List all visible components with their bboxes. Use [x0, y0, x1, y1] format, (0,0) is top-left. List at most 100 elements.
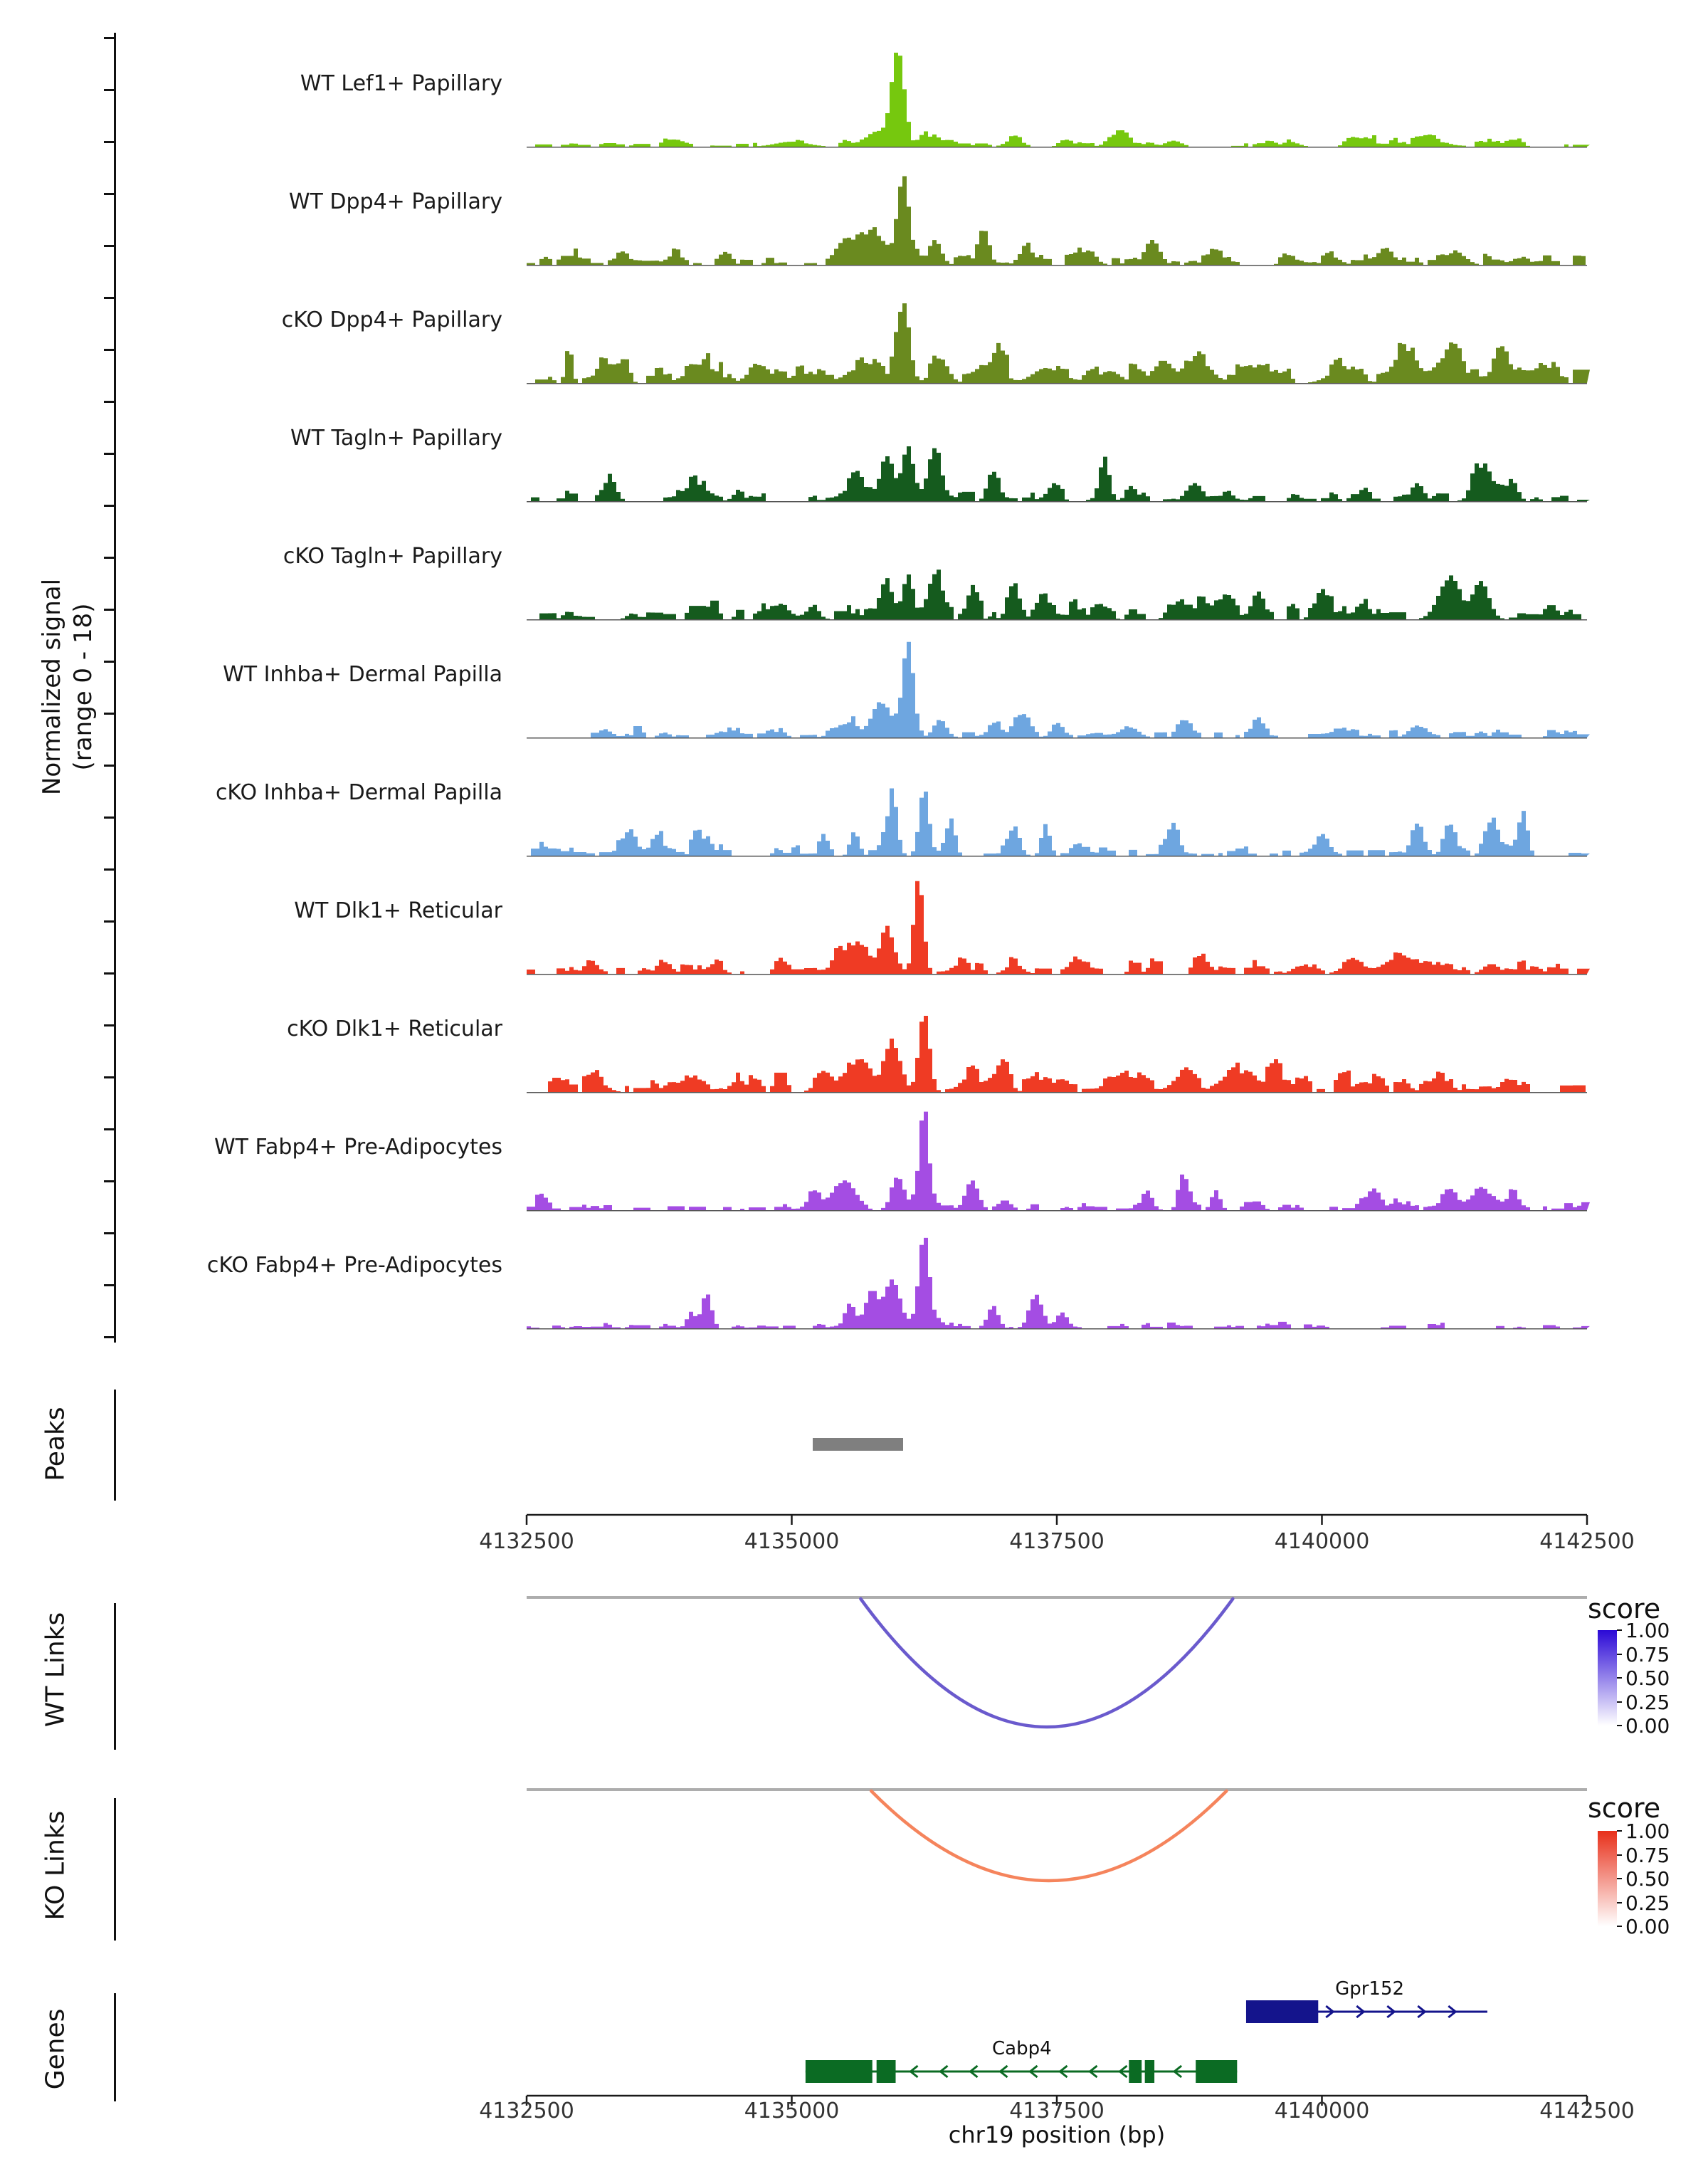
y-axis-tick — [104, 245, 114, 247]
y-axis-tick — [104, 713, 114, 715]
gene-models-plot: Gpr152 Cabp4 — [805, 1978, 1487, 2083]
strand-arrow-icon — [939, 2064, 949, 2079]
coverage-track — [527, 53, 1590, 148]
coverage-signal-area — [527, 446, 1590, 501]
legend-tick-label: 1.00 — [1625, 1819, 1670, 1843]
strand-arrow-icon — [1058, 2064, 1068, 2079]
y-axis-title-line2: (range 0 - 18) — [69, 603, 97, 771]
y-axis-tick — [104, 1128, 114, 1130]
coverage-track — [527, 446, 1590, 503]
axis-tick-label: 4135000 — [744, 1529, 840, 1554]
coverage-signal-area — [527, 881, 1590, 974]
ko-link-arc — [870, 1789, 1228, 1883]
coverage-track — [527, 1015, 1590, 1093]
y-axis-tick — [104, 193, 114, 195]
y-axis-tick — [104, 868, 114, 871]
gene-exon — [1196, 2060, 1238, 2083]
y-axis-tick — [104, 1232, 114, 1234]
axis-tick-label: 4140000 — [1274, 2099, 1370, 2123]
strand-arrow-icon — [1325, 2005, 1335, 2019]
y-axis-title: Normalized signal (range 0 - 18) — [36, 438, 99, 936]
gene-exon — [876, 2060, 896, 2083]
wt-score-legend-title: score — [1588, 1593, 1661, 1624]
strand-arrow-icon — [1386, 2005, 1396, 2019]
y-axis-tick — [104, 816, 114, 819]
y-axis-tick — [104, 297, 114, 299]
strand-arrow-icon — [1172, 2064, 1183, 2079]
y-axis-tick — [104, 1076, 114, 1078]
track-label: cKO Tagln+ Papillary — [283, 544, 502, 569]
coverage-signal-area — [527, 1015, 1590, 1092]
ko-score-colorbar — [1598, 1831, 1617, 1926]
coverage-signal-area — [527, 53, 1590, 147]
axis-tick-label: 4137500 — [1009, 2099, 1105, 2123]
track-label: WT Dlk1+ Reticular — [294, 898, 502, 923]
y-axis-tick — [104, 609, 114, 611]
axis-tick-label: 4142500 — [1539, 2099, 1635, 2123]
wt-links-axis-line — [114, 1603, 116, 1750]
axis-tick-label: 4140000 — [1274, 1529, 1370, 1554]
track-label: WT Inhba+ Dermal Papilla — [223, 662, 502, 687]
coverage-track — [527, 1111, 1590, 1212]
axis-tick-label: 4132500 — [479, 2099, 574, 2123]
legend-tick-label: 0.25 — [1625, 1690, 1670, 1714]
legend-tick-label: 0.50 — [1625, 1867, 1670, 1891]
strand-arrow-icon — [998, 2064, 1008, 2079]
coverage-signal-area — [527, 788, 1590, 856]
strand-arrow-icon — [1028, 2064, 1038, 2079]
coverage-signal-area — [527, 1111, 1590, 1210]
y-axis-tick — [104, 920, 114, 923]
coverage-track — [527, 303, 1590, 384]
coverage-signal-area — [527, 641, 1590, 737]
y-axis-tick — [104, 89, 114, 91]
axis-tick-label: 4137500 — [1009, 1529, 1105, 1554]
legend-tick — [1617, 1854, 1622, 1856]
legend-tick-label: 0.75 — [1625, 1642, 1670, 1666]
y-axis-tick — [104, 349, 114, 351]
gene-exon — [1245, 2000, 1319, 2023]
legend-tick — [1617, 1629, 1622, 1631]
legend-tick — [1617, 1677, 1622, 1679]
strand-arrow-icon — [1118, 2064, 1128, 2079]
wt-score-colorbar — [1598, 1630, 1617, 1726]
y-axis-tick — [104, 141, 114, 143]
legend-tick — [1617, 1878, 1622, 1879]
coverage-track — [527, 881, 1590, 975]
track-label: WT Fabp4+ Pre-Adipocytes — [214, 1135, 502, 1160]
peaks-axis-line — [114, 1390, 116, 1501]
axis-tick-label: 4142500 — [1539, 1529, 1635, 1554]
ko-links-axis-line — [114, 1798, 116, 1941]
legend-tick-label: 0.00 — [1625, 1714, 1670, 1738]
legend-tick-label: 0.25 — [1625, 1891, 1670, 1915]
legend-tick — [1617, 1725, 1622, 1726]
gene-name-label: Gpr152 — [1335, 1978, 1404, 2000]
coverage-signal-area — [527, 569, 1590, 619]
track-label: WT Tagln+ Papillary — [290, 426, 502, 451]
y-axis-tick — [104, 765, 114, 767]
legend-tick-label: 0.75 — [1625, 1843, 1670, 1867]
coverage-signal-area — [527, 1237, 1590, 1328]
coverage-track — [527, 176, 1590, 266]
track-label: cKO Fabp4+ Pre-Adipocytes — [206, 1253, 502, 1278]
legend-tick-label: 1.00 — [1625, 1619, 1670, 1642]
y-axis-tick — [104, 1284, 114, 1286]
y-axis-tick — [104, 401, 114, 403]
ko-score-legend-title: score — [1588, 1792, 1661, 1824]
y-axis-tick — [104, 453, 114, 455]
coverage-signal-area — [527, 303, 1590, 383]
strand-arrow-icon — [1356, 2005, 1366, 2019]
axis-tick-label: 4135000 — [744, 2099, 840, 2123]
y-axis-tick — [104, 1180, 114, 1182]
tracks-axis-line — [114, 33, 116, 1343]
axis-tick-label: 4132500 — [479, 1529, 574, 1554]
track-label: WT Dpp4+ Papillary — [288, 189, 502, 214]
y-axis-tick — [104, 505, 114, 507]
track-label: cKO Dpp4+ Papillary — [281, 308, 502, 332]
y-axis-tick — [104, 1024, 114, 1026]
y-axis-tick — [104, 1336, 114, 1338]
legend-tick — [1617, 1901, 1622, 1903]
ko-links-arc-plot — [527, 1788, 1587, 1883]
x-axis-title: chr19 position (bp) — [948, 2121, 1166, 2148]
coverage-track — [527, 788, 1590, 857]
legend-tick-label: 0.00 — [1625, 1915, 1670, 1938]
